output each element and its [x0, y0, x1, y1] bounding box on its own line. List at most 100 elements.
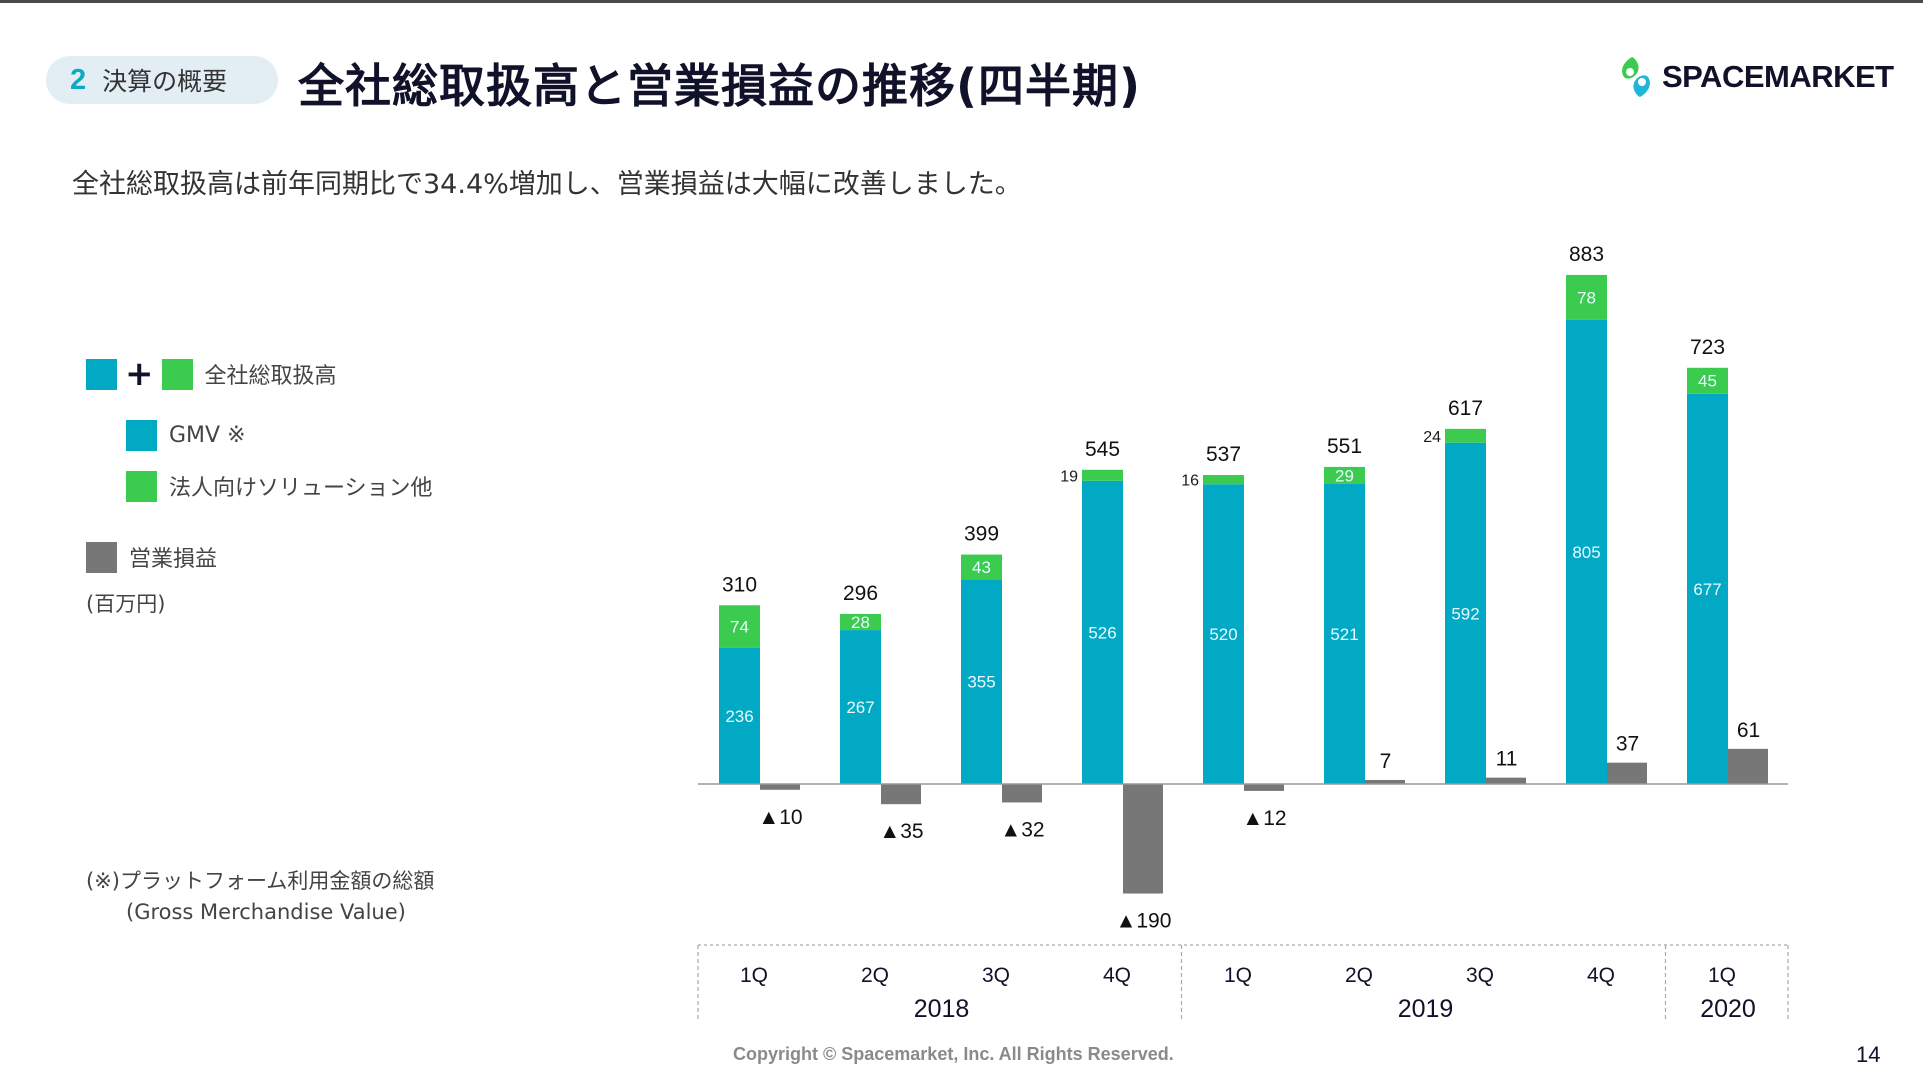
label-corporate: 45: [1698, 372, 1717, 391]
bar-operating: [1728, 748, 1768, 784]
legend-label-gmv: GMV ※: [169, 423, 246, 448]
legend-label-total: 全社総取扱高: [204, 364, 337, 389]
bar-corporate: [840, 613, 881, 631]
footnote: (※)プラットフォーム利用金額の総額 (Gross Merchandise Va…: [86, 866, 434, 928]
legend-swatch-gmv: [126, 420, 157, 451]
year-label: 2018: [914, 995, 970, 1023]
label-corporate: 74: [730, 618, 749, 637]
bar-gmv: [1082, 480, 1123, 784]
footnote-line-2: (Gross Merchandise Value): [126, 900, 406, 924]
plus-icon: +: [125, 353, 154, 394]
bar-operating: [760, 784, 800, 790]
label-gmv: 526: [1088, 623, 1116, 642]
label-operating: 11: [1496, 748, 1518, 771]
label-corporate: 29: [1335, 466, 1354, 485]
label-corporate: 24: [1423, 429, 1441, 446]
label-total: 399: [964, 523, 999, 546]
bar-corporate: [1445, 428, 1486, 443]
label-operating: ▲35: [879, 820, 923, 843]
bar-gmv: [1687, 393, 1728, 784]
label-corporate: 19: [1060, 468, 1078, 485]
label-operating: ▲12: [1242, 807, 1286, 830]
bar-operating: [881, 784, 921, 805]
unit-note: (百万円): [86, 592, 166, 616]
quarter-label: 1Q: [740, 964, 768, 987]
legend-label-operating: 営業損益: [129, 547, 218, 572]
bar-operating: [1002, 784, 1042, 803]
label-gmv: 236: [725, 707, 753, 726]
legend-item-corporate: 法人向けソリューション他: [126, 470, 433, 502]
quarter-label: 3Q: [982, 964, 1010, 987]
page-title: 全社総取扱高と営業損益の推移(四半期): [298, 59, 1142, 113]
legend-item-operating: 営業損益: [86, 541, 217, 573]
bar-operating: [1486, 777, 1526, 784]
page-number: 14: [1856, 1042, 1881, 1067]
quarter-label: 2Q: [861, 964, 889, 987]
section-label: 決算の概要: [102, 67, 228, 96]
label-operating: 37: [1616, 733, 1639, 756]
bar-corporate: [1566, 274, 1607, 320]
label-gmv: 805: [1572, 543, 1600, 562]
legend-swatch-operating: [86, 541, 117, 573]
footnote-line-1: (※)プラットフォーム利用金額の総額: [86, 869, 435, 893]
label-total: 310: [722, 573, 757, 596]
label-total: 551: [1327, 435, 1362, 458]
label-operating: 7: [1380, 750, 1392, 773]
bar-corporate: [1324, 466, 1365, 484]
quarter-label: 2Q: [1345, 964, 1373, 987]
year-label: 2020: [1700, 995, 1756, 1023]
bar-gmv: [1566, 319, 1607, 784]
legend-swatch-corporate: [161, 358, 193, 390]
bar-gmv: [1324, 483, 1365, 784]
bar-gmv: [840, 630, 881, 784]
year-label: 2019: [1398, 995, 1454, 1023]
label-total: 537: [1206, 443, 1241, 466]
label-corporate: 78: [1577, 288, 1596, 307]
label-corporate: 16: [1181, 473, 1199, 490]
legend-item-total: + 全社総取扱高: [86, 353, 337, 394]
bar-corporate: [1082, 469, 1123, 481]
label-total: 617: [1448, 397, 1483, 420]
label-total: 723: [1690, 336, 1725, 359]
label-gmv: 355: [967, 673, 995, 692]
label-operating: 61: [1737, 719, 1760, 742]
bar-gmv: [1445, 442, 1486, 784]
label-gmv: 592: [1451, 604, 1479, 623]
bar-operating: [1365, 779, 1405, 784]
company-logo: SPACEMARKET: [1618, 55, 1894, 99]
quarter-label: 4Q: [1587, 964, 1615, 987]
quarter-label: 1Q: [1708, 964, 1736, 987]
legend-label-corporate: 法人向けソリューション他: [169, 476, 433, 501]
label-corporate: 28: [851, 613, 870, 632]
bar-gmv: [1203, 484, 1244, 784]
quarter-label: 3Q: [1466, 964, 1494, 987]
legend-swatch-gmv: [86, 358, 117, 390]
label-gmv: 521: [1330, 625, 1358, 644]
label-total: 883: [1569, 243, 1604, 266]
bar-gmv: [719, 647, 760, 784]
logo-text: SPACEMARKET: [1662, 59, 1894, 94]
spacemarket-logo-icon: [1622, 57, 1650, 97]
label-total: 296: [843, 582, 878, 605]
label-operating: ▲32: [1000, 818, 1044, 841]
label-operating: ▲10: [758, 806, 802, 829]
bar-corporate: [719, 605, 760, 648]
section-number: 2: [70, 63, 87, 96]
legend-item-gmv: GMV ※: [126, 420, 246, 451]
label-gmv: 520: [1209, 625, 1237, 644]
subtitle: 全社総取扱高は前年同期比で34.4%増加し、営業損益は大幅に改善しました。: [72, 169, 1022, 200]
bar-corporate: [1687, 367, 1728, 394]
copyright: Copyright © Spacemarket, Inc. All Rights…: [733, 1044, 1174, 1064]
bar-operating: [1123, 784, 1163, 894]
bar-corporate: [961, 554, 1002, 580]
section-badge: 2 決算の概要: [46, 56, 278, 104]
quarter-label: 1Q: [1224, 964, 1252, 987]
label-total: 545: [1085, 438, 1120, 461]
label-corporate: 43: [972, 558, 991, 577]
bar-gmv: [961, 579, 1002, 784]
top-border: [0, 0, 1923, 3]
label-gmv: 677: [1693, 580, 1721, 599]
label-operating: ▲190: [1116, 910, 1172, 933]
legend-swatch-corporate: [126, 470, 157, 502]
